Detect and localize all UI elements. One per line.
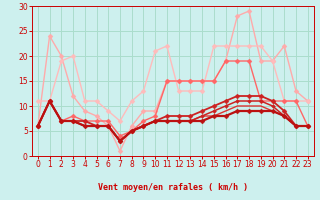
X-axis label: Vent moyen/en rafales ( km/h ): Vent moyen/en rafales ( km/h ) [98,183,248,192]
